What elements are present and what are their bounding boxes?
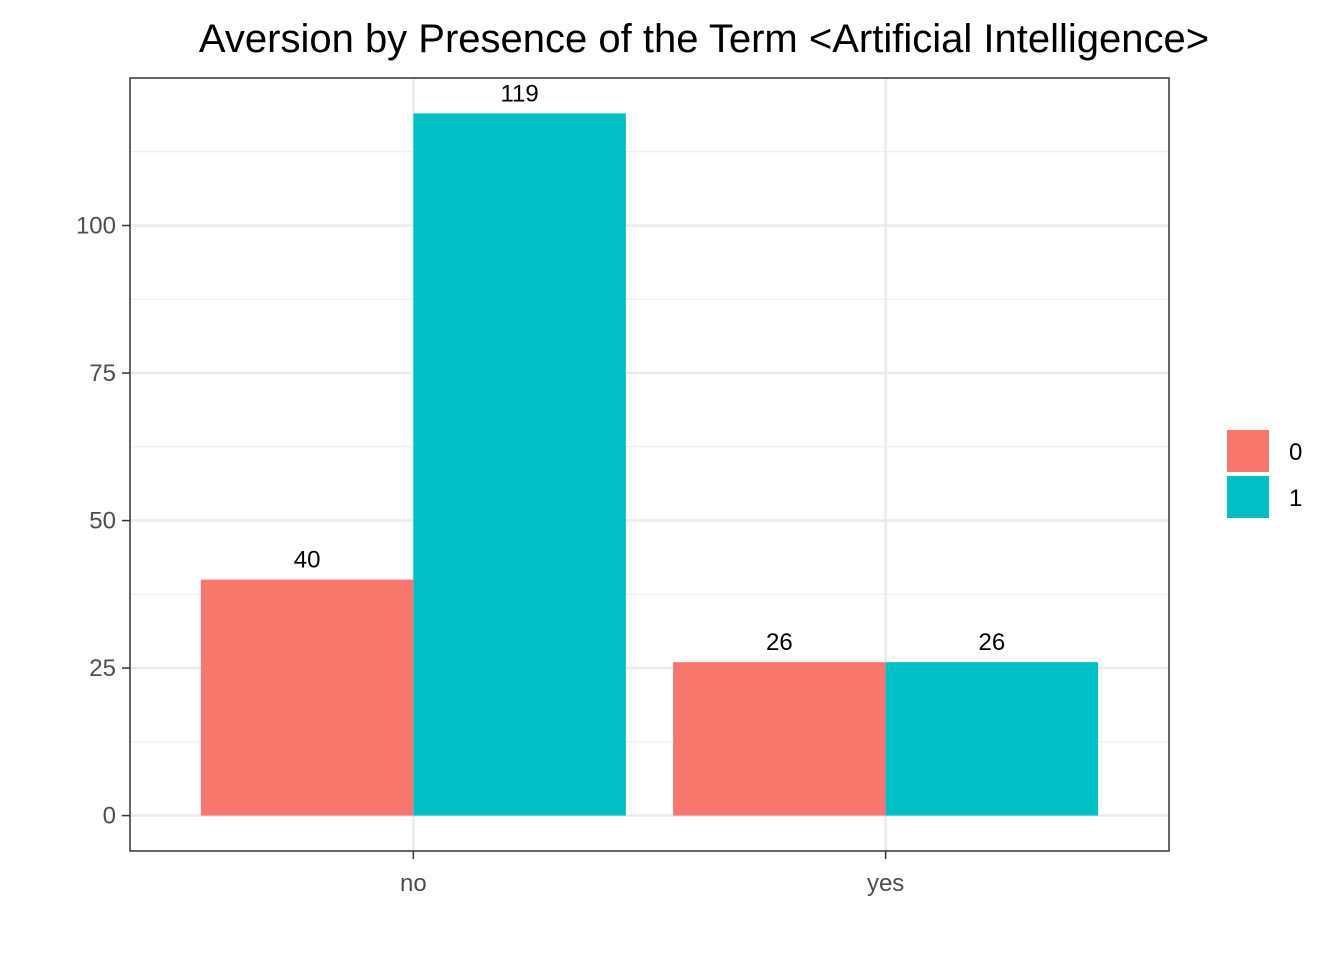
bar-series-1-no: [413, 113, 626, 816]
data-label: 26: [766, 629, 793, 656]
y-tick-label: 75: [89, 360, 116, 387]
x-tick-label: no: [400, 870, 427, 897]
bar-series-0-yes: [673, 662, 886, 816]
legend: 01: [1227, 430, 1302, 518]
legend-key-0: [1227, 430, 1269, 472]
bars: [200, 113, 1099, 816]
data-label: 40: [294, 547, 321, 574]
bar-series-0-no: [200, 579, 414, 816]
legend-label: 1: [1289, 485, 1302, 512]
data-labels: 40 26 119 26: [294, 80, 1005, 656]
bar-series-1-yes: [885, 662, 1099, 816]
x-tick-label: yes: [867, 870, 904, 897]
y-tick-label: 0: [103, 803, 116, 830]
data-label: 119: [500, 80, 538, 107]
y-tick-label: 100: [76, 213, 116, 240]
legend-key-1: [1227, 476, 1269, 518]
chart-title: Aversion by Presence of the Term <Artifi…: [199, 17, 1209, 61]
data-label: 26: [979, 629, 1006, 656]
y-tick-label: 50: [89, 508, 116, 535]
plot-border: [129, 77, 1170, 852]
y-tick-label: 25: [89, 655, 116, 682]
axes: 0 25 50 75 100 no yes: [76, 213, 904, 897]
legend-label: 0: [1289, 439, 1302, 466]
